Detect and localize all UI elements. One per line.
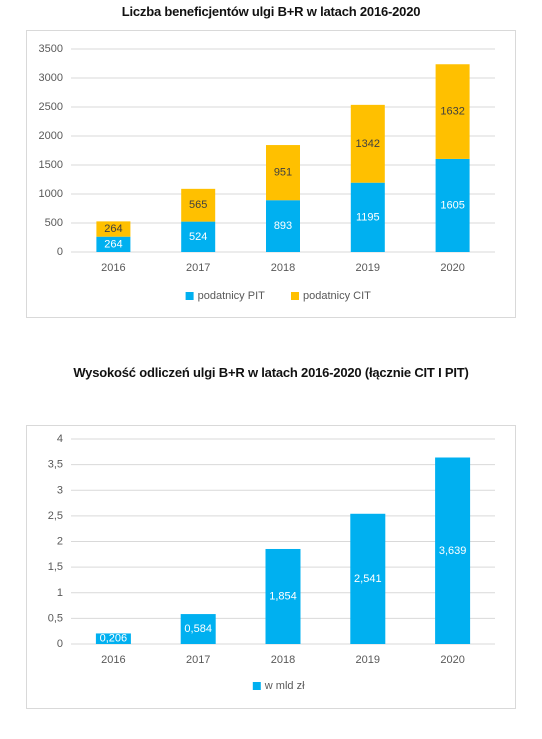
data-label: 1,854	[269, 590, 297, 602]
y-tick-label: 1	[57, 587, 63, 599]
y-tick-label: 3000	[39, 72, 63, 84]
data-label: 264	[104, 223, 122, 235]
data-label: 0,206	[100, 633, 128, 645]
y-tick-label: 2,5	[48, 510, 63, 522]
data-label: 893	[274, 220, 292, 232]
legend-swatch	[291, 292, 299, 300]
bar-series2-2018	[266, 145, 300, 201]
chart1-title: Liczba beneficjentów ulgi B+R w latach 2…	[121, 4, 421, 19]
chart1-svg: 0 500 1000 1500 2000 2500 3000 3500 264 524 893 119…	[39, 43, 495, 302]
data-label: 951	[274, 167, 292, 179]
data-label: 565	[189, 199, 207, 211]
bar-series2-2019	[350, 104, 385, 183]
legend-label: podatnicy PIT	[198, 290, 266, 302]
x-tick-label: 2019	[356, 262, 380, 274]
bar-series1-2016	[96, 236, 131, 252]
bar-series2-2016	[96, 221, 131, 237]
x-tick-label: 2017	[186, 654, 210, 666]
data-label: 1195	[356, 211, 380, 223]
chart2-svg: 0 0,5 1 1,5 2 2,5 3 3,5 4 0,206 0,584 1,854 2,541 3,6…	[48, 433, 495, 692]
legend-label: w mld zł	[264, 680, 305, 692]
y-tick-label: 2000	[39, 130, 63, 142]
y-tick-label: 1000	[39, 188, 63, 200]
x-tick-label: 2016	[101, 654, 125, 666]
bar-series1-2018	[265, 548, 301, 644]
data-label: 2,541	[354, 573, 382, 585]
chart2-title: Wysokość odliczeń ulgi B+R w latach 2016…	[73, 365, 469, 380]
x-tick-label: 2020	[440, 262, 464, 274]
legend-label: podatnicy CIT	[303, 290, 371, 302]
legend-swatch	[252, 682, 261, 690]
y-tick-label: 1,5	[48, 561, 63, 573]
data-label: 1632	[440, 106, 464, 118]
y-tick-label: 500	[45, 217, 63, 229]
y-tick-label: 2	[57, 536, 63, 548]
y-tick-label: 3500	[39, 43, 63, 55]
y-tick-label: 1500	[39, 159, 63, 171]
y-tick-label: 3,5	[48, 459, 63, 471]
x-tick-label: 2020	[440, 654, 464, 666]
bar-series1-2017	[181, 221, 216, 252]
bar-series1-2019	[350, 182, 385, 252]
x-tick-label: 2017	[186, 262, 210, 274]
x-tick-label: 2018	[271, 654, 295, 666]
chart1-panel: 0 500 1000 1500 2000 2500 3000 3500 264 524 893 119…	[26, 30, 516, 318]
x-tick-label: 2018	[271, 262, 295, 274]
bar-series1-2018	[266, 200, 300, 252]
x-tick-label: 2016	[101, 262, 125, 274]
bar-series1-2017	[180, 614, 216, 644]
data-label: 1342	[356, 138, 380, 150]
y-tick-label: 0	[57, 246, 63, 258]
bar-series2-2020	[435, 64, 470, 159]
bar-series1-2016	[95, 633, 131, 644]
bar-series1-2019	[350, 513, 386, 644]
bar-series1-2020	[435, 457, 471, 644]
bar-series1-2020	[435, 158, 470, 252]
data-label: 3,639	[439, 545, 467, 557]
bar-series2-2017	[181, 188, 216, 222]
y-tick-label: 0	[57, 638, 63, 650]
data-label: 0,584	[184, 623, 212, 635]
legend-swatch	[185, 292, 194, 300]
data-label: 524	[189, 231, 207, 243]
y-tick-label: 3	[57, 484, 63, 496]
y-tick-label: 2500	[39, 101, 63, 113]
x-tick-label: 2019	[356, 654, 380, 666]
data-label: 264	[104, 238, 122, 250]
chart2-panel: 0 0,5 1 1,5 2 2,5 3 3,5 4 0,206 0,584 1,854 2,541 3,6…	[26, 425, 516, 709]
data-label: 1605	[440, 199, 464, 211]
y-tick-label: 0,5	[48, 612, 63, 624]
y-tick-label: 4	[57, 433, 63, 445]
